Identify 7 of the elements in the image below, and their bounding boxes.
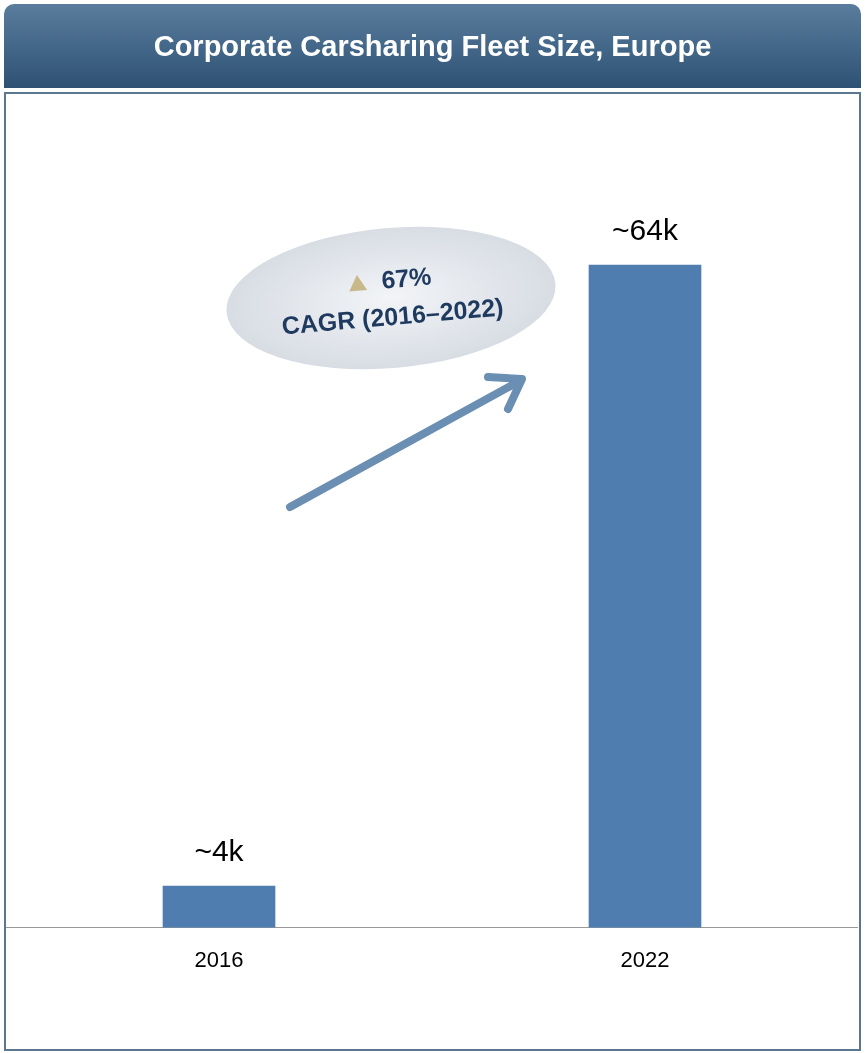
annotation: CAGR (2016–2022) [280, 292, 505, 341]
x-tick-label: 2022 [620, 946, 670, 972]
annotation: 67% [380, 261, 433, 295]
data-label: ~4k [194, 834, 245, 868]
data-label: ~64k [612, 213, 679, 247]
chart-title: Corporate Carsharing Fleet Size, Europe [4, 4, 861, 88]
x-tick-label: 2016 [194, 946, 244, 972]
